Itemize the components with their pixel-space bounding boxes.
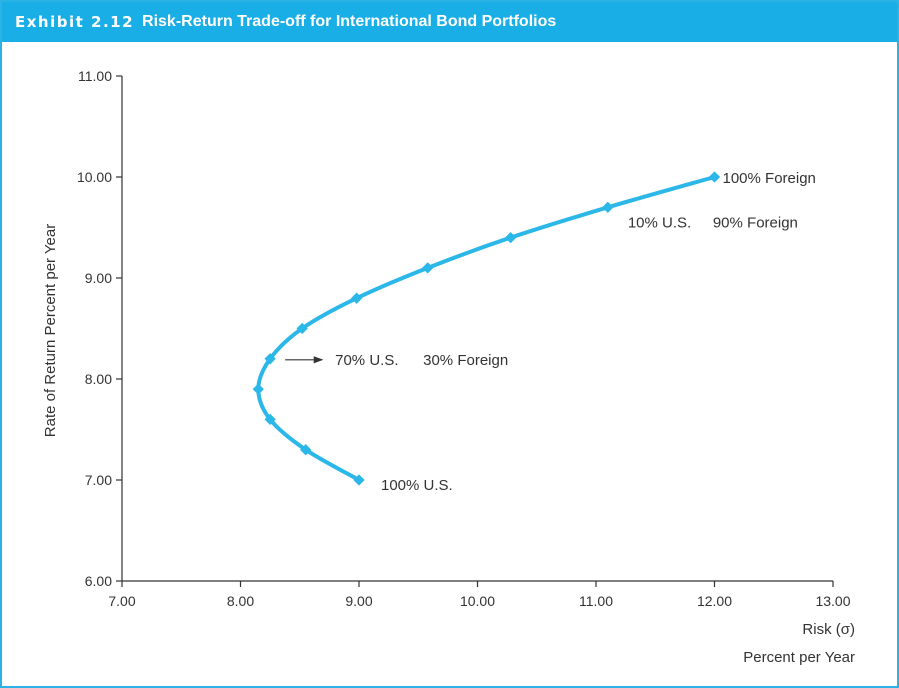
data-point: [350, 292, 363, 304]
exhibit-title: Risk-Return Trade-off for International …: [142, 13, 557, 30]
x-axis-label: Risk (σ): [802, 621, 855, 638]
x-tick-label: 9.00: [345, 593, 372, 609]
y-tick-label: 8.00: [85, 371, 112, 387]
annotation-100-us: 100% U.S.: [381, 477, 453, 494]
exhibit-number: Exhibit 2.12: [15, 13, 135, 31]
data-point: [296, 322, 308, 335]
exhibit-header: Exhibit 2.12 Risk-Return Trade-off for I…: [2, 2, 897, 42]
data-point: [422, 262, 434, 274]
data-point: [708, 171, 721, 183]
annotation-10-us: 10% U.S.: [628, 214, 691, 231]
data-point: [300, 444, 312, 456]
axes: 6.00 7.00 8.00 9.00 10.00 11.00 7.00 8.00 9.00 10…: [77, 68, 851, 609]
data-point: [264, 413, 276, 426]
annotation-30-foreign: 30% Foreign: [423, 352, 508, 369]
y-tick-label: 10.00: [77, 169, 112, 185]
data-point: [353, 474, 365, 486]
data-point: [264, 353, 276, 365]
y-tick-label: 7.00: [85, 472, 112, 488]
series-line: [256, 175, 717, 482]
series-layer: [252, 171, 721, 486]
x-tick-label: 11.00: [579, 593, 613, 609]
y-tick-label: 9.00: [85, 270, 112, 286]
annotation-70-us: 70% U.S.: [335, 352, 398, 369]
y-axis-label: Rate of Return Percent per Year: [42, 224, 59, 437]
x-tick-label: 8.00: [227, 593, 254, 609]
annotation-100-foreign: 100% Foreign: [723, 170, 816, 187]
y-tick-label: 11.00: [78, 68, 112, 84]
x-tick-label: 7.00: [108, 593, 135, 609]
x-tick-label: 13.00: [815, 593, 850, 609]
data-point: [505, 231, 517, 244]
x-tick-label: 12.00: [697, 593, 732, 609]
data-point: [252, 383, 264, 395]
data-point: [602, 201, 614, 213]
annotation-90-foreign: 90% Foreign: [713, 214, 798, 231]
x-axis-sublabel: Percent per Year: [743, 649, 855, 666]
x-tick-label: 10.00: [460, 593, 495, 609]
y-tick-label: 6.00: [85, 573, 112, 589]
annotations-layer: 100% Foreign 10% U.S. 90% Foreign 70% U.…: [285, 170, 816, 494]
